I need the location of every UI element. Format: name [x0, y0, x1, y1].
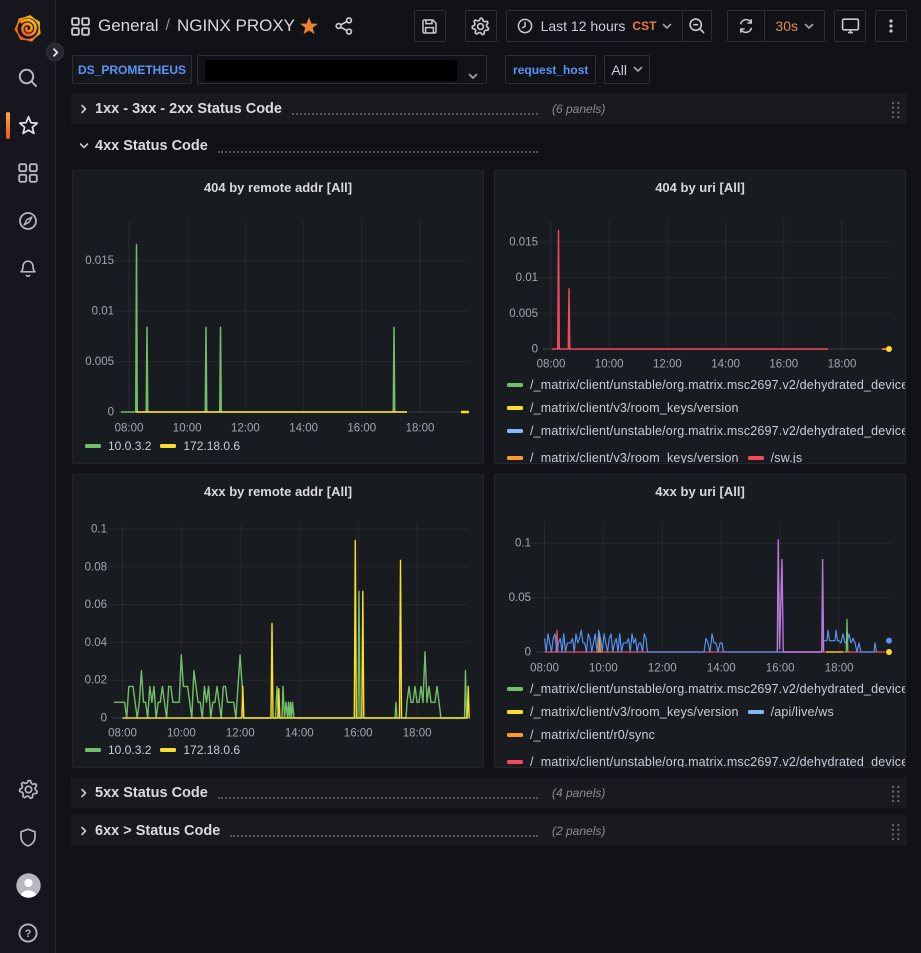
svg-text:14:00: 14:00 — [711, 359, 740, 371]
svg-text:12:00: 12:00 — [648, 663, 677, 675]
svg-text:08:00: 08:00 — [108, 728, 137, 740]
svg-text:0.015: 0.015 — [85, 255, 114, 267]
svg-text:0.015: 0.015 — [509, 236, 538, 248]
svg-text:10:00: 10:00 — [595, 359, 624, 371]
svg-text:14:00: 14:00 — [285, 728, 314, 740]
svg-text:12:00: 12:00 — [231, 423, 260, 435]
svg-text:0.01: 0.01 — [92, 306, 114, 318]
svg-text:18:00: 18:00 — [825, 663, 854, 675]
svg-text:08:00: 08:00 — [115, 423, 144, 435]
svg-text:12:00: 12:00 — [653, 359, 682, 371]
svg-text:0.08: 0.08 — [85, 561, 107, 573]
svg-text:0: 0 — [101, 713, 107, 725]
svg-text:18:00: 18:00 — [828, 359, 857, 371]
svg-text:12:00: 12:00 — [226, 728, 255, 740]
svg-text:0.06: 0.06 — [85, 599, 107, 611]
svg-text:08:00: 08:00 — [530, 663, 559, 675]
svg-text:18:00: 18:00 — [403, 728, 432, 740]
svg-text:0: 0 — [108, 407, 114, 419]
svg-text:?: ? — [25, 928, 32, 940]
svg-text:0.04: 0.04 — [85, 637, 108, 649]
svg-text:16:00: 16:00 — [766, 663, 795, 675]
svg-text:0.02: 0.02 — [85, 675, 107, 687]
svg-text:0.1: 0.1 — [91, 524, 107, 536]
svg-text:0.05: 0.05 — [509, 592, 531, 604]
svg-text:0: 0 — [532, 344, 538, 356]
svg-text:16:00: 16:00 — [769, 359, 798, 371]
svg-text:0.005: 0.005 — [85, 356, 114, 368]
svg-text:0.01: 0.01 — [516, 272, 538, 284]
svg-text:10:00: 10:00 — [589, 663, 618, 675]
svg-text:0: 0 — [525, 647, 531, 659]
svg-text:16:00: 16:00 — [347, 423, 376, 435]
svg-text:0.005: 0.005 — [509, 308, 538, 320]
svg-text:14:00: 14:00 — [707, 663, 736, 675]
svg-text:18:00: 18:00 — [406, 423, 435, 435]
svg-text:16:00: 16:00 — [344, 728, 373, 740]
svg-text:14:00: 14:00 — [289, 423, 318, 435]
svg-text:10:00: 10:00 — [167, 728, 196, 740]
svg-text:08:00: 08:00 — [537, 359, 566, 371]
svg-text:10:00: 10:00 — [173, 423, 202, 435]
svg-text:0.1: 0.1 — [515, 538, 531, 550]
